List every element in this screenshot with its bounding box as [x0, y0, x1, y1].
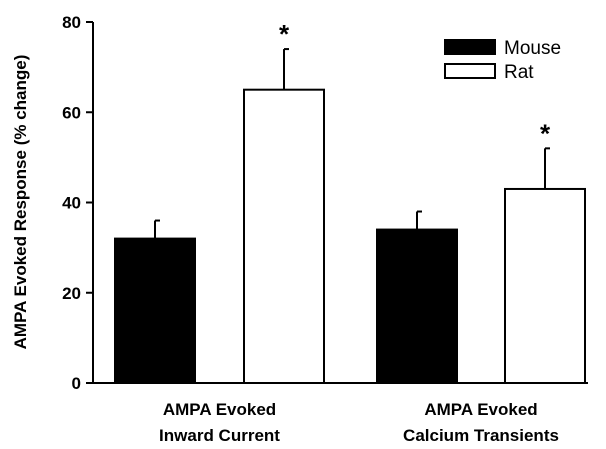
- legend: Mouse Rat: [444, 38, 561, 83]
- y-tick-label: 20: [62, 284, 81, 303]
- significance-markers: **: [279, 19, 551, 148]
- category-label: AMPA Evoked: [424, 400, 537, 419]
- bar-rat-1: [243, 88, 325, 384]
- category-label: AMPA Evoked: [163, 400, 276, 419]
- y-tick-label: 60: [62, 103, 81, 122]
- y-tick-label: 40: [62, 194, 81, 213]
- category-label: Calcium Transients: [403, 426, 559, 445]
- significance-asterisk: *: [540, 118, 551, 148]
- bar-rat-2: [504, 187, 586, 384]
- y-axis: 0 20 40 60 80: [62, 13, 94, 393]
- y-tick-label: 80: [62, 13, 81, 32]
- error-bars: [154, 48, 550, 239]
- bars: [114, 88, 586, 384]
- significance-asterisk: *: [279, 19, 290, 49]
- legend-swatch-mouse: [444, 39, 496, 55]
- y-axis-title: AMPA Evoked Response (% change): [11, 55, 30, 350]
- y-tick-label: 0: [72, 374, 81, 393]
- legend-label-mouse: Mouse: [504, 38, 561, 59]
- bar-mouse-1: [114, 237, 196, 384]
- legend-label-rat: Rat: [504, 62, 534, 83]
- x-axis: AMPA Evoked Inward Current AMPA Evoked Calc…: [93, 382, 588, 445]
- bar-mouse-2: [376, 228, 458, 384]
- category-label: Inward Current: [159, 426, 280, 445]
- legend-swatch-rat: [444, 63, 496, 79]
